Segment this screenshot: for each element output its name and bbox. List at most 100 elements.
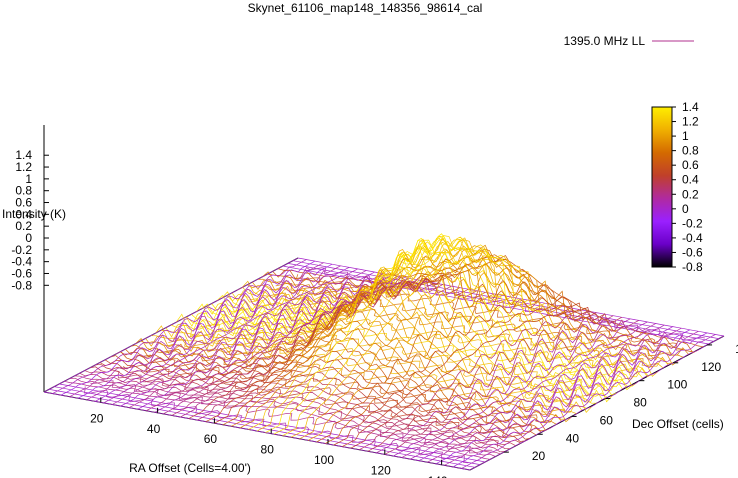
x-tick-label: 120 <box>371 463 391 477</box>
y-tick-label: 100 <box>667 378 687 392</box>
x-tick-label: 100 <box>314 453 334 467</box>
colorbar-tick-label: 1.4 <box>682 100 699 114</box>
surface-line <box>60 260 316 396</box>
surface-line <box>109 350 537 436</box>
surface-line <box>222 272 478 426</box>
y-tick-label: 120 <box>701 360 721 374</box>
z-tick-label: 0.8 <box>15 184 32 198</box>
x-axis-ticks: 20 40 60 80 100 120 140 <box>90 397 448 478</box>
surface-line <box>180 280 435 418</box>
surface-line <box>163 279 418 415</box>
z-tick-label: -0.4 <box>11 255 32 269</box>
colorbar-tick-label: 1.2 <box>682 115 699 129</box>
colorbar-tick-label: -0.8 <box>682 260 703 274</box>
surface-line <box>205 275 461 422</box>
surface-line <box>393 321 648 457</box>
surface-line <box>120 271 375 407</box>
surface-line <box>154 277 409 413</box>
surface-line <box>206 237 633 391</box>
colorbar-tick-label: -0.2 <box>682 216 703 230</box>
surface-line <box>265 233 520 433</box>
colorbar-tick-label: -0.6 <box>682 245 703 259</box>
surface-line <box>401 323 656 458</box>
colorbar-tick-label: 0 <box>682 202 689 216</box>
legend-label: 1395.0 MHz LL <box>564 34 646 48</box>
surface-line <box>461 334 716 469</box>
y-tick-label: 60 <box>600 413 614 427</box>
surface-line <box>146 276 401 412</box>
surface-line <box>333 296 588 446</box>
x-tick-label: 80 <box>261 443 275 457</box>
surface-line <box>69 377 496 457</box>
z-axis-label: Intensity (K) <box>2 207 66 221</box>
surface-line <box>384 319 639 455</box>
surface-line <box>247 245 674 364</box>
surface-line <box>191 247 618 396</box>
x-tick-label: 40 <box>147 422 161 436</box>
x-tick-label: 20 <box>90 411 104 425</box>
surface-line <box>452 332 708 468</box>
surface-line <box>214 274 469 424</box>
floor-contour <box>197 323 599 398</box>
surface-line <box>216 235 643 380</box>
z-axis-ticks: 1.41.210.80.60.40.20-0.2-0.4-0.6-0.8 <box>11 148 49 292</box>
colorbar-tick-label: 0.2 <box>682 187 699 201</box>
z-tick-label: 0 <box>25 231 32 245</box>
y-tick-label: 140 <box>735 342 738 356</box>
surface-line <box>103 268 358 404</box>
surface-line <box>43 257 299 393</box>
y-tick-label: 20 <box>532 449 546 463</box>
x-tick-label: 140 <box>428 474 448 478</box>
colorbar-tick-label: 0.8 <box>682 144 699 158</box>
surface-line <box>94 267 350 402</box>
surface-line <box>342 302 597 447</box>
y-tick-label: 80 <box>633 396 647 410</box>
z-tick-label: 1 <box>25 172 32 186</box>
surface-line <box>299 263 554 440</box>
surface-line <box>74 375 501 455</box>
z-tick-label: -0.2 <box>11 243 32 257</box>
z-tick-label: -0.8 <box>11 278 32 292</box>
surface-line <box>84 370 511 450</box>
floor-contour <box>123 364 523 439</box>
surface-line <box>410 324 665 460</box>
surface-line <box>272 255 699 354</box>
y-axis-ticks: 20 40 60 80 100 120 140 <box>503 342 738 463</box>
z-tick-label: -0.6 <box>11 266 32 280</box>
surface-line <box>231 265 486 427</box>
surface-line <box>418 326 674 461</box>
surface-line <box>256 238 512 432</box>
surface-line <box>376 317 631 454</box>
colorbar-ticks: 1.41.210.80.60.40.20-0.2-0.4-0.6-0.8 <box>672 100 703 274</box>
surface-line <box>469 335 725 471</box>
y-tick-label: 40 <box>566 431 580 445</box>
surface-line <box>444 330 699 466</box>
surface-line <box>201 239 628 388</box>
surface-line <box>104 359 532 440</box>
colorbar-tick-label: -0.4 <box>682 231 703 245</box>
floor-contour <box>190 330 576 407</box>
z-tick-label: 0.6 <box>15 196 32 210</box>
surface-line <box>435 329 691 465</box>
z-tick-label: 1.2 <box>15 160 32 174</box>
surface-line <box>140 306 567 420</box>
surface-line <box>367 312 622 452</box>
x-tick-label: 60 <box>204 432 218 446</box>
x-axis-label: RA Offset (Cells=4.00') <box>129 461 251 475</box>
surface-line <box>325 288 580 444</box>
surface-line <box>273 235 529 435</box>
surface-line <box>59 383 486 463</box>
surface-line <box>359 311 614 451</box>
surface-line <box>307 271 563 441</box>
surface-line <box>135 310 562 423</box>
z-tick-label: 0.4 <box>15 207 32 221</box>
z-tick-label: 0.2 <box>15 219 32 233</box>
colorbar-tick-label: 0.4 <box>682 173 699 187</box>
colorbar-tick-label: 1 <box>682 129 689 143</box>
floor-contour <box>141 354 533 431</box>
surface-line <box>165 267 593 414</box>
y-axis-label: Dec Offset (cells) <box>632 417 724 431</box>
surface-line <box>350 306 605 449</box>
surface-line <box>77 263 333 399</box>
